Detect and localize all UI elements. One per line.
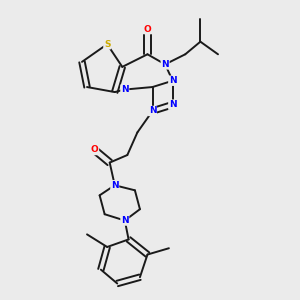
Text: N: N: [149, 106, 156, 116]
Text: N: N: [121, 216, 129, 225]
Text: N: N: [161, 60, 169, 69]
Text: S: S: [104, 40, 110, 49]
Text: N: N: [169, 76, 176, 85]
Text: O: O: [144, 25, 152, 34]
Text: N: N: [169, 100, 176, 109]
Text: N: N: [111, 181, 118, 190]
Text: N: N: [121, 85, 129, 94]
Text: O: O: [91, 146, 98, 154]
